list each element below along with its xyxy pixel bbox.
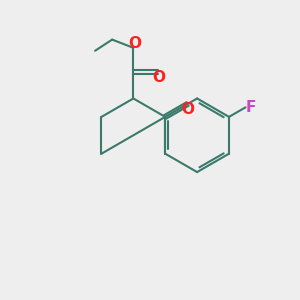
Text: F: F xyxy=(246,100,256,115)
Text: O: O xyxy=(128,36,141,51)
Text: O: O xyxy=(181,102,194,117)
Text: O: O xyxy=(152,70,165,85)
